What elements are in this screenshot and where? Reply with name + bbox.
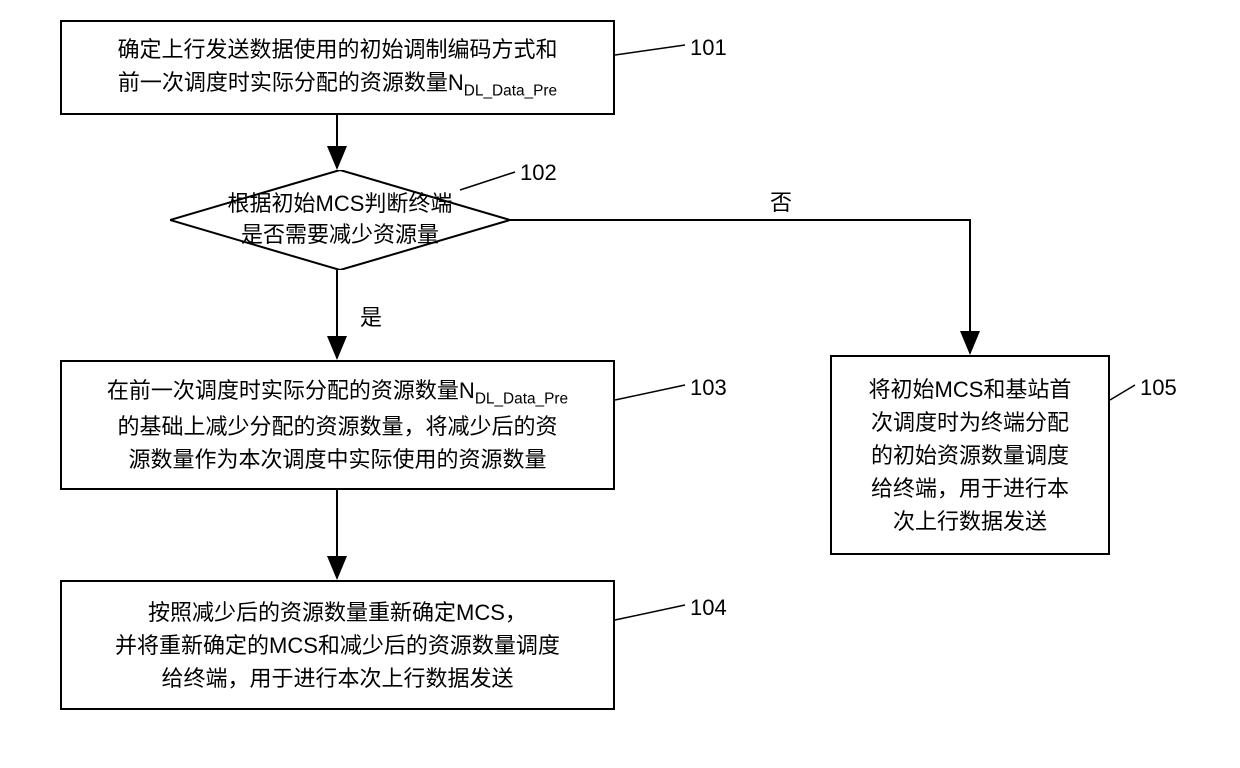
step-label-104: 104	[690, 595, 727, 621]
n103-line1-sub: DL_Data_Pre	[475, 390, 568, 407]
step-label-103: 103	[690, 375, 727, 401]
n105-line4: 给终端，用于进行本	[871, 476, 1069, 501]
n101-line1: 确定上行发送数据使用的初始调制编码方式和	[117, 37, 557, 62]
n105-line3: 的初始资源数量调度	[871, 443, 1069, 468]
edge-label-no: 否	[770, 185, 792, 217]
n101-line2-prefix: 前一次调度时实际分配的资源数量N	[118, 70, 464, 95]
process-105-text: 将初始MCS和基站首 次调度时为终端分配 的初始资源数量调度 给终端，用于进行本…	[869, 373, 1072, 538]
n104-line2: 并将重新确定的MCS和减少后的资源数量调度	[115, 633, 560, 658]
n103-line2: 的基础上减少分配的资源数量，将减少后的资	[117, 414, 557, 439]
n102-line1: 根据初始MCS判断终端	[228, 191, 453, 216]
n101-line2-sub: DL_Data_Pre	[464, 82, 557, 99]
n104-line3: 给终端，用于进行本次上行数据发送	[161, 666, 513, 691]
process-104-text: 按照减少后的资源数量重新确定MCS， 并将重新确定的MCS和减少后的资源数量调度…	[115, 596, 560, 695]
process-box-103: 在前一次调度时实际分配的资源数量NDL_Data_Pre 的基础上减少分配的资源…	[60, 360, 615, 490]
process-101-text: 确定上行发送数据使用的初始调制编码方式和 前一次调度时实际分配的资源数量NDL_…	[117, 33, 557, 103]
decision-diamond-102: 根据初始MCS判断终端 是否需要减少资源量	[170, 170, 510, 270]
step-label-105: 105	[1140, 375, 1177, 401]
decision-102-text: 根据初始MCS判断终端 是否需要减少资源量	[228, 189, 453, 251]
process-box-104: 按照减少后的资源数量重新确定MCS， 并将重新确定的MCS和减少后的资源数量调度…	[60, 580, 615, 710]
n104-line1: 按照减少后的资源数量重新确定MCS，	[148, 600, 527, 625]
step-label-102: 102	[520, 160, 557, 186]
step-label-101: 101	[690, 35, 727, 61]
process-103-text: 在前一次调度时实际分配的资源数量NDL_Data_Pre 的基础上减少分配的资源…	[107, 374, 568, 477]
n105-line5: 次上行数据发送	[893, 509, 1047, 534]
n105-line2: 次调度时为终端分配	[871, 410, 1069, 435]
process-box-105: 将初始MCS和基站首 次调度时为终端分配 的初始资源数量调度 给终端，用于进行本…	[830, 355, 1110, 555]
process-box-101: 确定上行发送数据使用的初始调制编码方式和 前一次调度时实际分配的资源数量NDL_…	[60, 20, 615, 115]
edge-label-yes: 是	[360, 300, 382, 332]
n105-line1: 将初始MCS和基站首	[869, 377, 1072, 402]
n103-line3: 源数量作为本次调度中实际使用的资源数量	[128, 447, 546, 472]
n103-line1-prefix: 在前一次调度时实际分配的资源数量N	[107, 378, 475, 403]
n102-line2: 是否需要减少资源量	[241, 222, 439, 247]
